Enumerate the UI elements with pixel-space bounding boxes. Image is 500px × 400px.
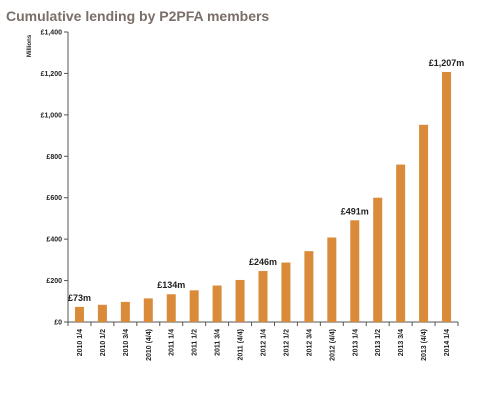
- y-tick-label: £1,400: [41, 30, 63, 37]
- y-tick-label: £1,000: [41, 112, 63, 119]
- x-tick-label: 2012 1/4: [261, 329, 268, 356]
- x-tick-label: 2010 1/4: [77, 329, 84, 356]
- y-tick-label: £0: [54, 320, 62, 327]
- bar: [166, 294, 176, 322]
- bar: [235, 279, 245, 322]
- bar: [120, 301, 130, 322]
- x-tick-label: 2010 3/4: [123, 329, 130, 356]
- chart-title: Cumulative lending by P2PFA members: [6, 8, 270, 24]
- x-tick-label: 2011 1/4: [169, 329, 176, 356]
- bar: [74, 306, 84, 322]
- bar: [327, 237, 337, 322]
- x-tick-label: 2014 1/4: [444, 329, 451, 356]
- x-tick-label: 2012 (4/4): [329, 329, 336, 361]
- x-tick-label: 2010 (4/4): [146, 329, 153, 361]
- data-label: £134m: [157, 280, 185, 290]
- y-tick-label: £200: [46, 278, 62, 285]
- x-tick-label: 2013 1/2: [375, 329, 382, 356]
- data-label: £491m: [341, 206, 369, 216]
- x-tick-label: 2012 3/4: [306, 329, 313, 356]
- x-tick-label: 2013 1/4: [352, 329, 359, 356]
- data-label: £1,207m: [429, 58, 465, 68]
- y-axis-label: Millions: [27, 34, 33, 57]
- bar: [189, 290, 199, 322]
- x-tick-label: 2011 (4/4): [238, 329, 245, 361]
- y-tick-label: £400: [46, 237, 62, 244]
- data-label: £246m: [249, 257, 277, 267]
- data-label: £73m: [68, 293, 91, 303]
- x-tick-label: 2011 1/2: [192, 329, 199, 356]
- bar: [350, 220, 360, 322]
- bar: [212, 285, 222, 322]
- bar: [304, 251, 314, 322]
- x-tick-label: 2013 (4/4): [421, 329, 428, 361]
- bar: [419, 124, 429, 322]
- bar: [281, 262, 291, 322]
- y-tick-label: £600: [46, 195, 62, 202]
- bar: [396, 164, 406, 322]
- y-tick-label: £1,200: [41, 71, 63, 78]
- bar: [442, 71, 452, 322]
- x-tick-label: 2012 1/2: [283, 329, 290, 356]
- x-tick-label: 2010 1/2: [100, 329, 107, 356]
- x-tick-label: 2013 3/4: [398, 329, 405, 356]
- x-tick-label: 2011 3/4: [215, 329, 222, 356]
- bar: [373, 197, 383, 322]
- bar: [143, 298, 153, 322]
- y-tick-label: £800: [46, 154, 62, 161]
- bar: [258, 271, 268, 322]
- bar: [97, 304, 107, 322]
